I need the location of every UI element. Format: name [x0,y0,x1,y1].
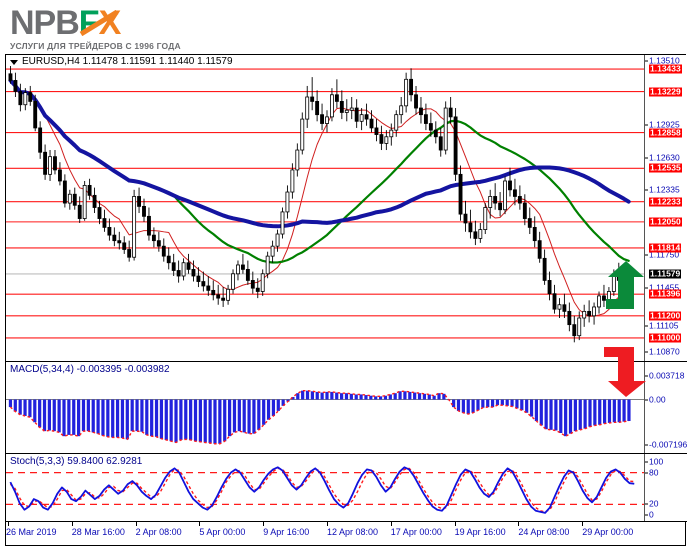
logo-tagline: УСЛУГИ ДЛЯ ТРЕЙДЕРОВ С 1996 ГОДА [10,41,181,51]
macd-tick-label: 0.003718 [649,370,685,381]
price-tick-label: 1.11455 [649,282,680,293]
down-arrow-annotation [600,341,650,397]
price-level-label[interactable]: 1.13433 [649,63,682,74]
stoch-tick [645,514,648,516]
time-tick [390,522,392,526]
time-tick [135,522,137,526]
price-level-label[interactable]: 1.11200 [649,310,682,321]
time-tick-label: 28 Mar 16:00 [71,527,125,537]
macd-tick-label: -0.007196 [649,439,688,450]
price-tick-label: 1.11105 [649,320,679,331]
time-tick-label: 17 Apr 00:00 [390,527,442,537]
macd-tick [645,444,648,446]
time-tick-label: 12 Apr 08:00 [327,527,379,537]
price-level-label[interactable]: 1.12535 [649,162,682,173]
time-tick-label: 26 Mar 2019 [6,527,57,537]
time-tick [263,522,265,526]
npbfx-logo: NPBFX УСЛУГИ ДЛЯ ТРЕЙДЕРОВ С 1996 ГОДА [10,6,240,51]
symbol-ohlc-label: EURUSD,H4 1.11478 1.11591 1.11440 1.1157… [22,56,233,67]
price-tick [645,189,648,191]
trading-chart-window: EURUSD,H4 1.11478 1.11591 1.11440 1.1157… [5,54,687,546]
macd-panel[interactable]: MACD(5,34,4) -0.003395 -0.003982 0.00371… [6,361,687,453]
price-tick-label: 1.11750 [649,249,680,260]
price-tick [645,351,648,353]
stoch-tick [645,461,648,463]
stochastic-label: Stoch(5,3,3) 59.8400 62.9281 [10,456,143,467]
time-tick [582,522,584,526]
logo-slash-icon [79,10,119,36]
macd-axis[interactable]: 0.003718 0.00 -0.007196 [644,362,687,453]
price-tick-label: 1.10870 [649,346,680,357]
price-axis[interactable]: 1.13510 1.12925 1.12630 1.12335 1.11750 1.114… [644,55,687,361]
stoch-tick-label: 100 [649,456,664,467]
logo-wordmark: NPBFX [10,6,240,40]
price-tick [645,124,648,126]
time-axis[interactable]: 26 Mar 2019 28 Mar 16:00 2 Apr 08:00 5 Apr … [6,521,687,545]
time-tick-label: 29 Apr 00:00 [582,527,634,537]
time-tick [518,522,520,526]
time-tick [71,522,73,526]
logo-npb: NPB [10,4,80,42]
price-tick-label: 1.13510 [649,55,680,66]
stochastic-panel[interactable]: Stoch(5,3,3) 59.8400 62.9281 100 80 20 0 [6,453,687,521]
price-level-label[interactable]: 1.12050 [649,216,682,227]
up-arrow-annotation [600,261,648,315]
stoch-tick-label: 80 [649,467,659,478]
time-tick-label: 5 Apr 00:00 [199,527,246,537]
collapse-triangle-icon[interactable] [10,60,18,65]
macd-plot-area[interactable] [6,362,644,453]
price-tick [645,287,648,289]
time-tick [327,522,328,526]
macd-tick [645,399,648,400]
price-tick [645,157,648,159]
price-level-label[interactable]: 1.11000 [649,332,682,343]
time-tick [8,522,9,526]
price-tick [645,60,648,62]
stoch-tick-label: 20 [649,498,659,509]
price-level-label[interactable]: 1.11814 [649,242,682,253]
price-tick-label: 1.12925 [649,119,680,130]
price-level-label[interactable]: 1.11396 [649,288,682,299]
macd-tick-label: 0.00 [649,394,666,404]
stoch-tick [645,503,648,505]
price-tick [645,325,648,327]
price-panel[interactable]: EURUSD,H4 1.11478 1.11591 1.11440 1.1157… [6,55,687,397]
price-level-label[interactable]: 1.13229 [649,86,682,97]
current-price-label: 1.11579 [649,268,682,279]
stoch-tick-label: 0 [649,509,654,520]
time-tick [454,522,456,526]
time-tick-label: 24 Apr 08:00 [518,527,570,537]
time-tick-label: 19 Apr 16:00 [454,527,506,537]
time-tick-label: 9 Apr 16:00 [263,527,310,537]
stochastic-plot-area[interactable] [6,454,644,521]
price-level-label[interactable]: 1.12858 [649,127,682,138]
price-tick [645,254,648,256]
price-tick-label: 1.12335 [649,184,680,195]
time-tick-label: 2 Apr 08:00 [135,527,182,537]
price-tick-label: 1.12630 [649,152,680,163]
macd-label: MACD(5,34,4) -0.003395 -0.003982 [10,364,170,375]
stochastic-axis[interactable]: 100 80 20 0 [644,454,687,521]
price-level-label[interactable]: 1.12233 [649,196,682,207]
stoch-tick [645,472,648,474]
macd-tick [645,375,648,377]
time-tick [199,522,201,526]
price-plot-area[interactable] [6,55,644,361]
